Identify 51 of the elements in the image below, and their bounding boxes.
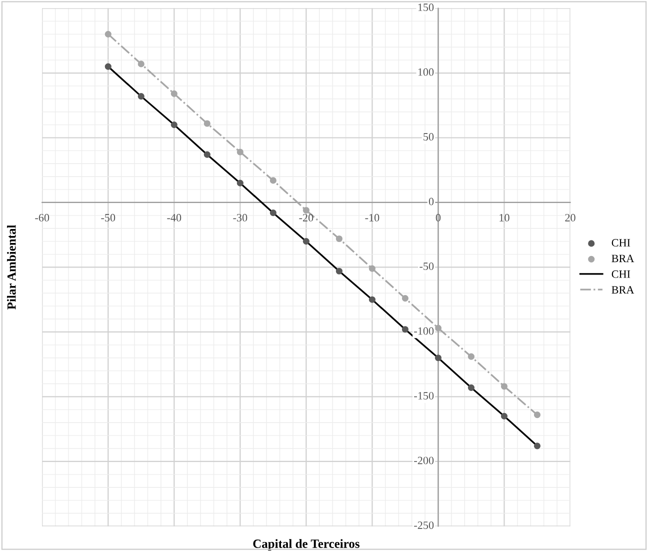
point	[534, 412, 541, 418]
point	[302, 206, 310, 214]
x-tick-label: 20	[565, 214, 576, 222]
point	[138, 93, 144, 100]
point	[500, 412, 508, 420]
y-tick-label: 50	[424, 133, 434, 141]
point	[534, 442, 541, 450]
point	[138, 60, 144, 68]
legend-label: CHI	[612, 239, 630, 246]
point	[204, 120, 210, 127]
y-axis-title: Pilar Ambiental	[7, 225, 16, 310]
y-tick-label: 100	[418, 68, 434, 76]
point	[104, 63, 112, 70]
point	[270, 210, 276, 216]
x-tick-label: -20	[299, 214, 314, 222]
y-tick-label: -100	[414, 327, 434, 335]
legend-label: BRA	[612, 254, 634, 262]
point	[270, 177, 276, 184]
point	[104, 30, 112, 38]
point	[236, 148, 244, 156]
x-axis-title: Capital de Terceiros	[253, 539, 360, 550]
point	[368, 265, 376, 272]
x-tick-label: -30	[233, 214, 248, 222]
y-tick-label: -150	[414, 392, 434, 400]
point	[302, 238, 310, 245]
point	[170, 90, 178, 98]
legend-label: CHI	[612, 270, 630, 278]
point	[368, 296, 376, 303]
point	[434, 354, 442, 362]
point	[236, 180, 244, 186]
y-tick-label: -50	[420, 262, 434, 270]
point	[170, 122, 178, 128]
y-tick-label: -250	[414, 521, 434, 529]
point	[336, 268, 342, 274]
y-tick-label: 0	[428, 198, 434, 206]
point	[204, 151, 210, 158]
point	[500, 383, 508, 390]
point	[402, 326, 408, 333]
x-tick-label: -60	[35, 214, 50, 222]
point	[468, 384, 475, 391]
point	[468, 353, 475, 360]
x-tick-label: -10	[365, 214, 380, 222]
legend-label: BRA	[612, 286, 634, 294]
x-tick-label: 10	[500, 214, 510, 222]
point	[336, 235, 342, 242]
y-tick-label: -200	[414, 456, 434, 464]
point	[434, 324, 442, 332]
x-tick-label: -50	[101, 214, 116, 222]
point	[402, 295, 408, 302]
y-tick-label: 150	[418, 4, 434, 12]
x-tick-label: -40	[167, 214, 182, 222]
